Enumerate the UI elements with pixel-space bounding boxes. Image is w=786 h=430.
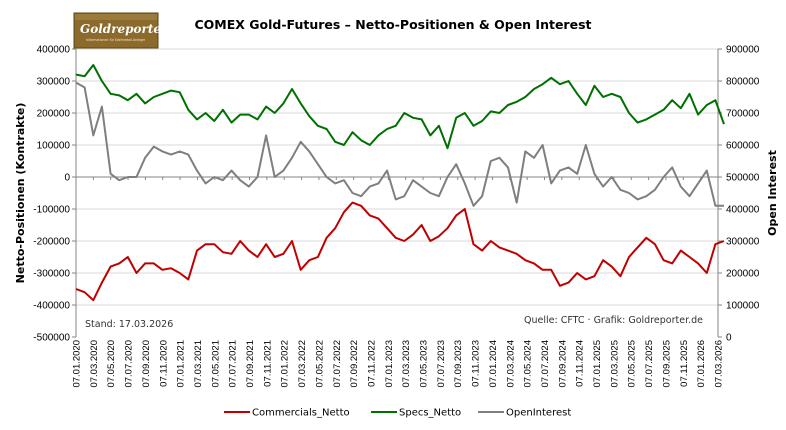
x-tick-label: 07.05.2022 (314, 340, 325, 388)
x-axis-ticks: 07.01.2020 07.03.2020 07.05.2020 07.07.2020… (72, 177, 725, 388)
y2-tick-label: 400000 (726, 205, 760, 216)
x-tick-label: 07.11.2020 (158, 340, 169, 387)
y-tick-label: -400000 (33, 301, 70, 312)
legend-item: Commercials_Netto (224, 408, 350, 419)
stand-note: Stand: 17.03.2026 (85, 319, 173, 330)
y-tick-label: -200000 (33, 237, 70, 248)
x-tick-label: 07.09.2025 (661, 340, 672, 388)
logo-highlight (75, 14, 157, 20)
y-tick-label: -100000 (33, 205, 70, 216)
x-tick-label: 07.01.2020 (72, 340, 83, 388)
y-tick-label: 400000 (37, 45, 71, 56)
axes (75, 49, 719, 337)
logo-tagline: Informationen für Edelmetall-Anleger (86, 38, 146, 42)
legend: Commercials_Netto Specs_Netto OpenInterest (224, 408, 571, 419)
x-tick-label: 07.09.2022 (349, 340, 360, 388)
y-axis-ticks: 400000 300000 200000 100000 0 -100000 -200000 -… (33, 45, 76, 344)
series-lines (75, 64, 725, 302)
y2-tick-label: 0 (726, 333, 732, 344)
x-tick-label: 07.05.2025 (627, 340, 638, 388)
y-tick-label: 200000 (37, 109, 71, 120)
x-tick-label: 07.01.2023 (384, 340, 395, 388)
x-tick-label: 07.05.2023 (419, 340, 430, 388)
legend-label: Commercials_Netto (252, 408, 350, 419)
y2-axis-label: Open Interest (766, 150, 779, 236)
y-tick-label: 100000 (37, 141, 71, 152)
x-tick-label: 07.09.2024 (557, 340, 568, 388)
x-tick-label: 07.11.2025 (679, 340, 690, 387)
x-tick-label: 07.05.2020 (106, 340, 117, 388)
x-tick-label: 07.03.2025 (609, 340, 620, 388)
series-line-commercials-netto (75, 201, 725, 302)
series-line-openinterest (75, 81, 724, 207)
x-tick-label: 07.03.2026 (714, 340, 725, 388)
y2-tick-label: 800000 (726, 77, 760, 88)
y2-tick-label: 100000 (726, 301, 760, 312)
legend-item: OpenInterest (478, 408, 571, 419)
y-tick-label: -300000 (33, 269, 70, 280)
logo-text: Goldreporter (80, 22, 169, 36)
y2-tick-label: 900000 (726, 45, 760, 56)
y2-axis-ticks: 900000 800000 700000 600000 500000 400000 3000… (718, 45, 760, 344)
x-tick-label: 07.07.2024 (540, 340, 551, 388)
y-axis-label: Netto-Positionen (Kontrakte) (14, 103, 27, 284)
y2-tick-label: 500000 (726, 173, 760, 184)
x-tick-label: 07.03.2024 (505, 340, 516, 388)
gridlines (76, 48, 718, 306)
goldreporter-logo: Goldreporter Informationen für Edelmetal… (73, 12, 169, 49)
x-tick-label: 07.07.2023 (436, 340, 447, 388)
x-tick-label: 07.03.2022 (297, 340, 308, 388)
x-tick-label: 07.11.2024 (575, 340, 586, 387)
y-tick-label: -500000 (33, 333, 70, 344)
x-tick-label: 07.09.2023 (453, 340, 464, 388)
source-note: Quelle: CFTC · Grafik: Goldreporter.de (524, 315, 703, 326)
legend-label: Specs_Netto (399, 408, 461, 419)
x-tick-label: 07.11.2022 (366, 340, 377, 387)
x-tick-label: 07.03.2023 (401, 340, 412, 388)
series-line-specs-netto (75, 64, 725, 150)
x-tick-label: 07.07.2022 (332, 340, 343, 388)
x-tick-label: 07.07.2025 (644, 340, 655, 388)
x-tick-label: 07.11.2021 (262, 340, 273, 387)
x-tick-label: 07.01.2022 (280, 340, 291, 388)
x-tick-label: 07.09.2021 (245, 340, 256, 388)
y-tick-label: 300000 (37, 77, 71, 88)
x-tick-label: 07.03.2021 (193, 340, 204, 388)
x-tick-label: 07.07.2021 (228, 340, 239, 388)
y2-tick-label: 600000 (726, 141, 760, 152)
y2-tick-label: 700000 (726, 109, 760, 120)
x-tick-label: 07.01.2026 (696, 340, 707, 388)
y-tick-label: 0 (64, 173, 70, 184)
y2-tick-label: 200000 (726, 269, 760, 280)
x-tick-label: 07.01.2024 (488, 340, 499, 388)
x-tick-label: 07.03.2020 (89, 340, 100, 388)
x-tick-label: 07.05.2021 (210, 340, 221, 388)
x-tick-label: 07.05.2024 (523, 340, 534, 388)
x-tick-label: 07.11.2023 (471, 340, 482, 387)
x-tick-label: 07.09.2020 (141, 340, 152, 388)
x-tick-label: 07.07.2020 (124, 340, 135, 388)
chart-title: COMEX Gold-Futures – Netto-Positionen & … (195, 17, 592, 32)
legend-label: OpenInterest (506, 408, 571, 419)
y2-tick-label: 300000 (726, 237, 760, 248)
legend-item: Specs_Netto (371, 408, 461, 419)
x-tick-label: 07.01.2025 (592, 340, 603, 388)
x-tick-label: 07.01.2021 (176, 340, 187, 388)
